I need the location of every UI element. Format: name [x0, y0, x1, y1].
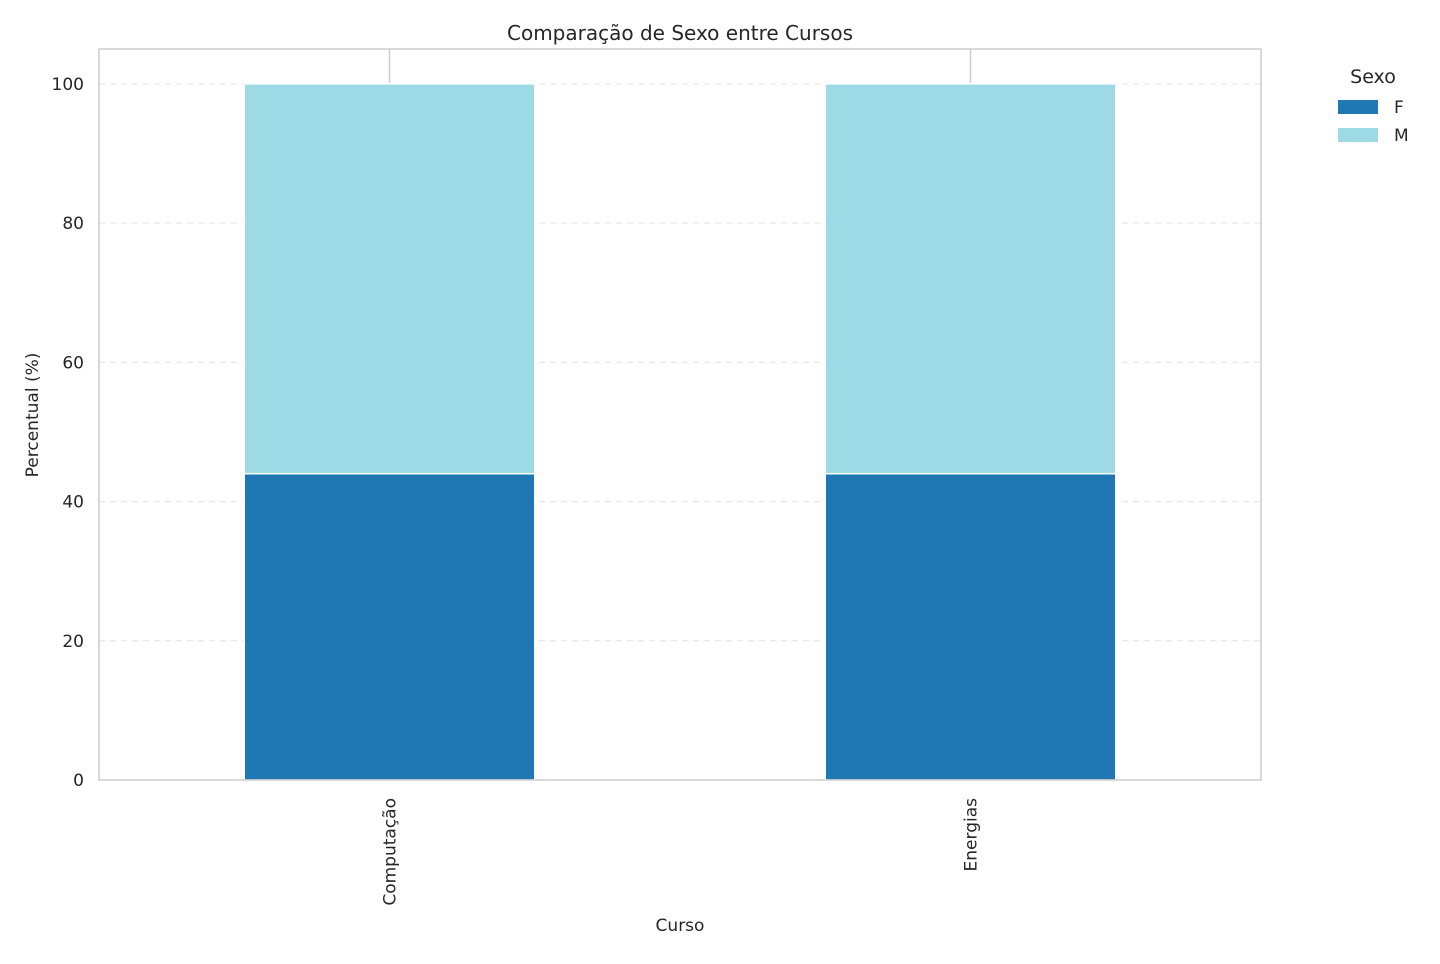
y-tick-label: 100: [52, 75, 84, 95]
legend-swatch-f: [1338, 100, 1378, 114]
legend: Sexo FM: [1338, 66, 1409, 146]
legend-label-f: F: [1394, 98, 1404, 118]
x-tick-label: Computação: [381, 798, 401, 906]
y-axis-label: Percentual (%): [23, 353, 43, 478]
y-tick-label: 0: [73, 771, 84, 791]
y-tick-label: 60: [62, 353, 84, 373]
bar-f-1: [243, 472, 536, 781]
bar-m-2: [824, 83, 1117, 475]
plot-frame: [98, 48, 1262, 781]
bar-f-2: [824, 472, 1117, 781]
legend-title: Sexo: [1350, 66, 1396, 88]
bar-m-1: [243, 83, 536, 475]
x-axis-label: Curso: [656, 916, 705, 936]
legend-swatch-m: [1338, 128, 1378, 142]
y-tick-label: 20: [62, 632, 84, 652]
y-axis-ticks: 0 20 40 60 80 100: [52, 75, 84, 791]
legend-label-m: M: [1394, 126, 1409, 146]
y-tick-label: 80: [62, 214, 84, 234]
chart-title: Comparação de Sexo entre Cursos: [507, 21, 853, 45]
legend-items: FM: [1338, 98, 1409, 146]
x-tick-label: Energias: [962, 798, 982, 872]
x-axis-ticks: Computação Energias: [381, 798, 982, 906]
bars-layer: [243, 83, 1117, 781]
y-tick-label: 40: [62, 493, 84, 513]
